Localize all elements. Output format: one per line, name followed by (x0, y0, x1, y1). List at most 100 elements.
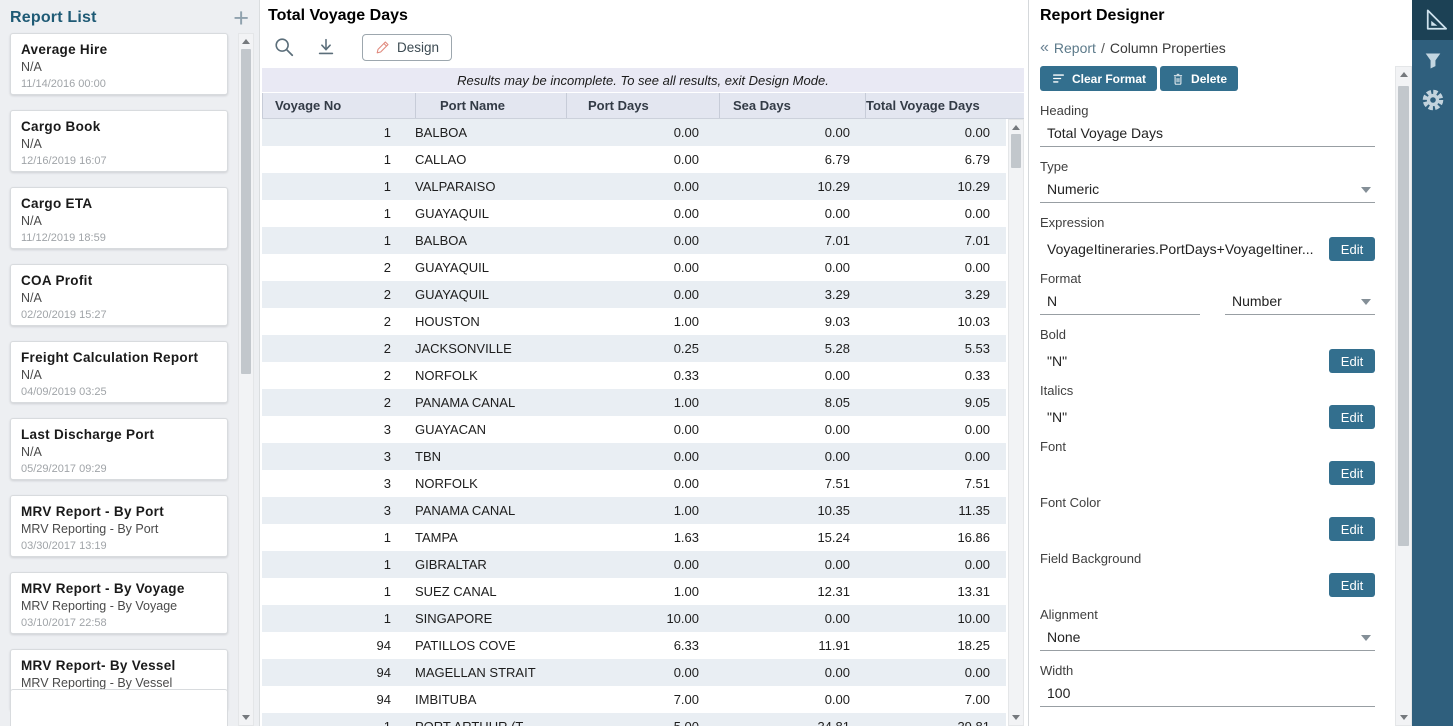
report-card-title: COA Profit (21, 273, 93, 288)
table-row[interactable]: 1 GUAYAQUIL 0.00 0.00 0.00 (262, 200, 1006, 227)
table-row[interactable]: 1 TAMPA 1.63 15.24 16.86 (262, 524, 1006, 551)
cell-sea-days: 0.00 (824, 260, 850, 275)
table-row[interactable]: 94 PATILLOS COVE 6.33 11.91 18.25 (262, 632, 1006, 659)
table-row[interactable]: 2 NORFOLK 0.33 0.00 0.33 (262, 362, 1006, 389)
report-card-timestamp: 11/12/2019 18:59 (21, 232, 106, 244)
table-row[interactable]: 1 VALPARAISO 0.00 10.29 10.29 (262, 173, 1006, 200)
breadcrumb-separator: / (1100, 40, 1105, 56)
width-input[interactable]: 100 (1040, 685, 1375, 707)
scroll-up-icon[interactable] (1399, 72, 1408, 77)
table-column-header[interactable]: Voyage No (262, 93, 415, 118)
cell-sea-days: 10.29 (817, 179, 850, 194)
table-row[interactable]: 1 BALBOA 0.00 7.01 7.01 (262, 227, 1006, 254)
designer-scrollbar-thumb[interactable] (1398, 86, 1409, 546)
table-column-header[interactable]: Port Name (415, 93, 566, 118)
cell-sea-days: 7.01 (824, 233, 850, 248)
breadcrumb-back-icon[interactable]: « (1040, 39, 1049, 56)
design-pointer-icon[interactable] (1412, 0, 1453, 40)
report-card[interactable]: MRV Report - By Voyage MRV Reporting - B… (10, 572, 228, 634)
table-row[interactable]: 1 SINGAPORE 10.00 0.00 10.00 (262, 605, 1006, 632)
add-report-icon[interactable]: + (233, 3, 249, 33)
table-row[interactable]: 3 PANAMA CANAL 1.00 10.35 11.35 (262, 497, 1006, 524)
type-dropdown[interactable]: Numeric (1040, 181, 1375, 203)
table-row[interactable]: 3 NORFOLK 0.00 7.51 7.51 (262, 470, 1006, 497)
table-row[interactable]: 1 BALBOA 0.00 0.00 0.00 (262, 119, 1006, 146)
scroll-down-icon[interactable] (242, 715, 250, 720)
cell-port-days: 0.00 (673, 125, 699, 140)
cell-sea-days: 6.79 (824, 152, 850, 167)
sidebar-scrollbar-thumb[interactable] (241, 49, 251, 374)
alignment-dropdown[interactable]: None (1040, 629, 1375, 651)
report-card-timestamp: 12/16/2019 16:07 (21, 155, 107, 167)
design-button-label: Design (397, 39, 440, 55)
bold-edit-button[interactable]: Edit (1329, 349, 1375, 373)
table-row[interactable]: 2 GUAYAQUIL 0.00 0.00 0.00 (262, 254, 1006, 281)
font-color-edit-button[interactable]: Edit (1329, 517, 1375, 541)
format-type-dropdown[interactable]: Number (1225, 293, 1375, 315)
font-color-field: Font Color Edit (1040, 495, 1375, 551)
design-button[interactable]: Design (362, 33, 453, 61)
report-card[interactable]: MRV Report - By Port MRV Reporting - By … (10, 495, 228, 557)
table-row[interactable]: 2 PANAMA CANAL 1.00 8.05 9.05 (262, 389, 1006, 416)
report-card[interactable]: Cargo Book N/A 12/16/2019 16:07 (10, 110, 228, 172)
table-column-header[interactable]: Sea Days (719, 93, 865, 118)
scroll-up-icon[interactable] (1012, 125, 1020, 130)
table-row[interactable]: 2 HOUSTON 1.00 9.03 10.03 (262, 308, 1006, 335)
report-card[interactable]: Cargo ETA N/A 11/12/2019 18:59 (10, 187, 228, 249)
cell-total-voyage-days: 5.53 (964, 341, 990, 356)
table-column-header[interactable]: Port Days (566, 93, 719, 118)
scroll-down-icon[interactable] (1399, 715, 1408, 720)
settings-gear-icon[interactable] (1412, 80, 1453, 120)
expression-edit-button[interactable]: Edit (1329, 237, 1375, 261)
table-row[interactable]: 2 JACKSONVILLE 0.25 5.28 5.53 (262, 335, 1006, 362)
table-row[interactable]: 94 IMBITUBA 7.00 0.00 7.00 (262, 686, 1006, 713)
scroll-down-icon[interactable] (1012, 715, 1020, 720)
table-row[interactable]: 94 MAGELLAN STRAIT 0.00 0.00 0.00 (262, 659, 1006, 686)
designer-scrollbar[interactable] (1395, 66, 1412, 726)
clear-format-button[interactable]: Clear Format (1040, 66, 1158, 91)
cell-port-days: 7.00 (673, 692, 699, 707)
cell-port-days: 0.00 (673, 449, 699, 464)
search-icon[interactable] (272, 35, 296, 59)
table-row[interactable]: 1 GIBRALTAR 0.00 0.00 0.00 (262, 551, 1006, 578)
report-card[interactable]: Average Hire N/A 11/14/2016 00:00 (10, 33, 228, 95)
table-row[interactable]: 2 GUAYAQUIL 0.00 3.29 3.29 (262, 281, 1006, 308)
format-input[interactable]: N (1040, 293, 1200, 315)
cell-port-days: 1.00 (673, 395, 699, 410)
cell-total-voyage-days: 11.35 (958, 503, 990, 518)
field-background-edit-button[interactable]: Edit (1329, 573, 1375, 597)
download-icon[interactable] (314, 35, 338, 59)
report-card-subtitle: N/A (21, 291, 42, 305)
font-edit-button[interactable]: Edit (1329, 461, 1375, 485)
delete-button[interactable]: Delete (1160, 66, 1239, 91)
cell-port-name: CALLAO (415, 152, 467, 167)
table-row[interactable]: 1 CALLAO 0.00 6.79 6.79 (262, 146, 1006, 173)
table-scrollbar-thumb[interactable] (1011, 134, 1021, 168)
report-card[interactable]: COA Profit N/A 02/20/2019 15:27 (10, 264, 228, 326)
report-list-header: Report List + (10, 3, 249, 33)
table-column-header[interactable]: Total Voyage Days (865, 93, 980, 118)
italics-field: Italics "N" Edit (1040, 383, 1375, 439)
report-card-partial[interactable] (10, 689, 228, 726)
scroll-up-icon[interactable] (242, 39, 250, 44)
filter-icon[interactable] (1412, 40, 1453, 80)
report-card[interactable]: Freight Calculation Report N/A 04/09/201… (10, 341, 228, 403)
table-row[interactable]: 1 PORT ARTHUR (T 5.00 34.81 39.81 (262, 713, 1006, 726)
breadcrumb-report-link[interactable]: Report (1053, 40, 1096, 56)
report-card[interactable]: Last Discharge Port N/A 05/29/2017 09:29 (10, 418, 228, 480)
type-field: Type Numeric (1040, 159, 1375, 215)
table-scrollbar[interactable] (1008, 119, 1024, 726)
report-title: Total Voyage Days (268, 7, 408, 24)
table-row[interactable]: 1 SUEZ CANAL 1.00 12.31 13.31 (262, 578, 1006, 605)
table-row[interactable]: 3 TBN 0.00 0.00 0.00 (262, 443, 1006, 470)
heading-input[interactable]: Total Voyage Days (1040, 125, 1375, 147)
column-properties-form: Heading Total Voyage Days Type Numeric E… (1040, 103, 1375, 719)
chevron-down-icon (1361, 299, 1371, 305)
report-card-title: Last Discharge Port (21, 427, 155, 442)
sidebar-scrollbar[interactable] (238, 33, 254, 726)
table-row[interactable]: 3 GUAYACAN 0.00 0.00 0.00 (262, 416, 1006, 443)
italics-edit-button[interactable]: Edit (1329, 405, 1375, 429)
cell-voyage-no: 94 (376, 692, 391, 707)
report-card-title: MRV Report - By Port (21, 504, 165, 519)
alignment-value: None (1047, 629, 1081, 645)
